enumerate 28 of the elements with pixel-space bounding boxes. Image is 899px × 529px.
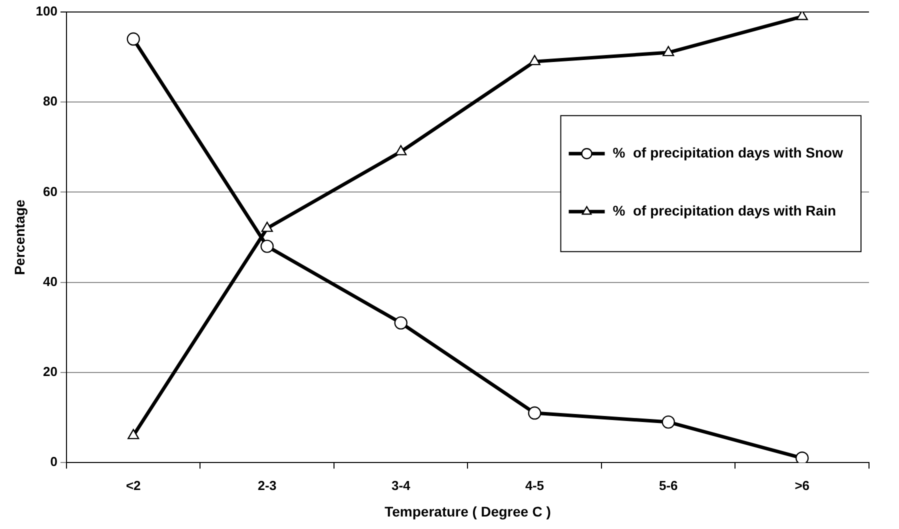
- point: [796, 451, 809, 463]
- point: [128, 428, 140, 440]
- y-tick-label: 100: [36, 4, 58, 19]
- x-tick-label: 5-6: [658, 478, 678, 493]
- point: [662, 46, 674, 56]
- point: [126, 32, 140, 46]
- y-tick-label: 40: [43, 274, 58, 289]
- point: [796, 12, 808, 20]
- legend-label: % of precipitation days with Snow: [612, 144, 844, 160]
- y-tick-label: 0: [50, 454, 58, 470]
- x-tick-label: 3-4: [391, 478, 412, 493]
- point: [662, 415, 675, 429]
- y-tick-label: 60: [43, 184, 58, 199]
- x-tick-label: 4-5: [525, 478, 544, 493]
- y-tick-label: 80: [43, 94, 58, 109]
- point: [528, 54, 540, 66]
- x-tick-label: >6: [794, 478, 810, 493]
- x-tick-label: <2: [126, 478, 141, 493]
- point: [395, 145, 407, 156]
- x-axis-title: Temperature ( Degree C ): [384, 503, 551, 520]
- point: [528, 406, 542, 420]
- point: [394, 316, 408, 330]
- point: [261, 222, 273, 232]
- y-axis-title: Percentage: [11, 199, 28, 276]
- legend-label: % of precipitation days with Rain: [612, 202, 836, 218]
- y-tick-label: 20: [43, 364, 58, 380]
- x-tick-label: 2-3: [258, 478, 277, 493]
- point: [260, 240, 274, 253]
